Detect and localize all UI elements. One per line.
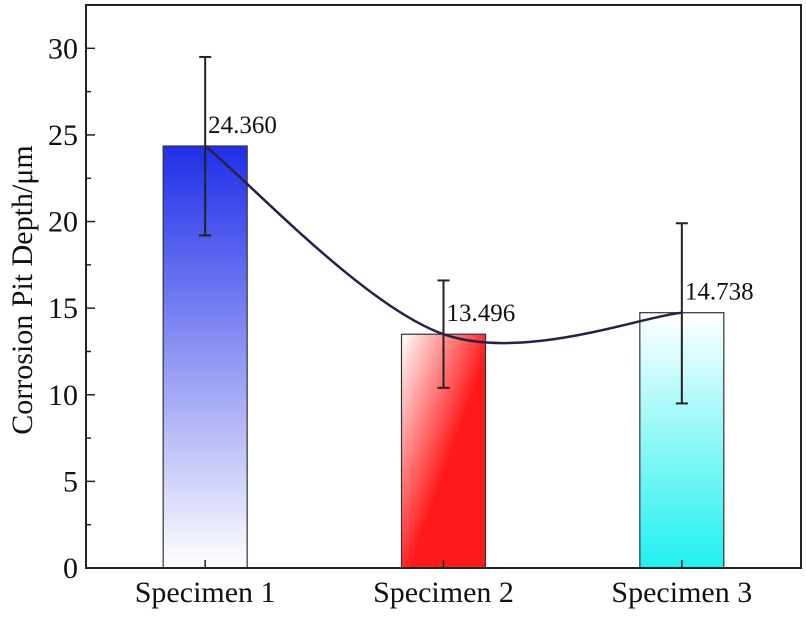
y-tick-label: 25 bbox=[48, 119, 78, 152]
x-axis: Specimen 1 Specimen 2 Specimen 3 bbox=[135, 560, 752, 609]
data-label-1: 24.360 bbox=[208, 112, 277, 139]
x-category-label: Specimen 3 bbox=[611, 576, 752, 609]
trend-line bbox=[204, 145, 682, 345]
y-axis-title: Corrosion Pit Depth/μm bbox=[6, 145, 39, 434]
y-tick-label: 15 bbox=[48, 292, 78, 325]
error-bars-layer bbox=[199, 55, 688, 405]
y-tick-label: 5 bbox=[63, 465, 78, 498]
data-label-2: 13.496 bbox=[447, 300, 516, 327]
y-tick-label: 0 bbox=[63, 552, 78, 585]
y-tick-label: 20 bbox=[48, 206, 78, 239]
x-category-label: Specimen 1 bbox=[135, 576, 276, 609]
x-category-label: Specimen 2 bbox=[373, 576, 514, 609]
data-labels-layer: 24.360 13.496 14.738 bbox=[208, 112, 753, 327]
y-tick-label: 30 bbox=[48, 32, 78, 65]
trend-layer bbox=[204, 145, 682, 345]
data-label-3: 14.738 bbox=[685, 279, 754, 306]
y-tick-label: 10 bbox=[48, 379, 78, 412]
y-axis: 0 5 10 15 20 25 30 bbox=[48, 32, 95, 585]
